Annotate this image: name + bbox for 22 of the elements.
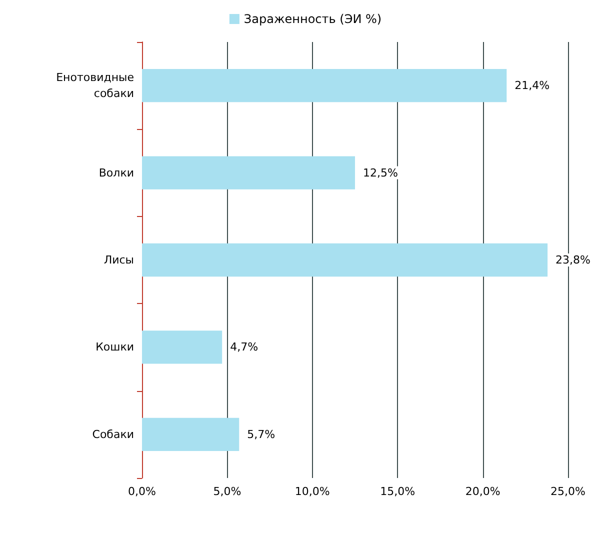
y-tick-label: Енотовидные собаки <box>56 71 134 100</box>
x-tick-label: 15,0% <box>380 485 416 498</box>
y-tick-label: Собаки <box>92 428 134 441</box>
bar <box>142 418 240 451</box>
bar <box>142 156 355 190</box>
data-label: 12,5% <box>363 166 398 180</box>
bar <box>142 69 507 102</box>
legend-label: Зараженность (ЭИ %) <box>244 12 382 26</box>
bar <box>142 243 548 277</box>
x-tick-label: 0,0% <box>128 485 156 498</box>
y-tick-label: Волки <box>98 166 134 180</box>
y-tick-label: Кошки <box>96 340 134 354</box>
y-tick-label: Лисы <box>104 254 134 266</box>
data-label: 4,7% <box>230 340 258 354</box>
data-label: 23,8% <box>556 254 591 266</box>
bar <box>142 330 222 364</box>
x-tick-label: 25,0% <box>550 485 586 498</box>
data-label: 21,4% <box>514 79 550 92</box>
data-label: 5,7% <box>247 428 276 441</box>
x-tick-label: 20,0% <box>465 485 500 498</box>
x-tick-label: 5,0% <box>213 485 242 498</box>
x-tick-label: 10,0% <box>294 485 330 498</box>
